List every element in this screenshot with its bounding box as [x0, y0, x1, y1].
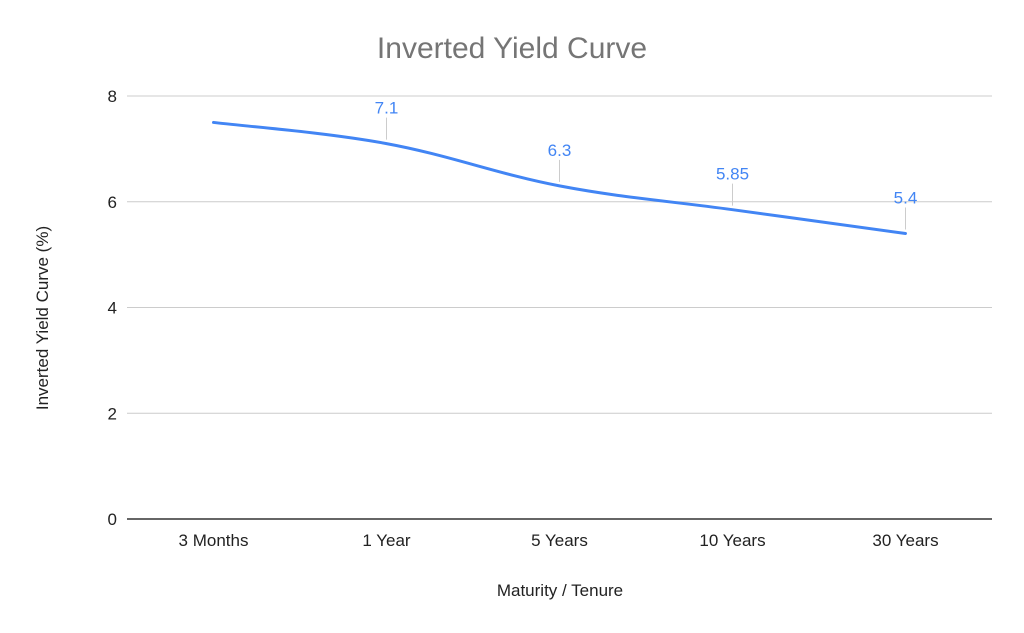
x-tick-label: 3 Months: [179, 531, 249, 550]
x-tick-label: 10 Years: [699, 531, 765, 550]
x-tick-label: 30 Years: [872, 531, 938, 550]
x-tick-label: 5 Years: [531, 531, 588, 550]
series-layer: [212, 120, 907, 235]
data-label: 5.85: [716, 165, 749, 184]
y-axis-ticks: 0 2 4 6 8: [108, 87, 117, 529]
y-tick-label: 8: [108, 87, 117, 106]
y-tick-label: 4: [108, 299, 117, 318]
chart-title: Inverted Yield Curve: [377, 32, 647, 65]
x-axis-ticks: 3 Months 1 Year 5 Years 10 Years 30 Years: [179, 531, 939, 550]
gridlines: [127, 95, 992, 414]
data-labels: 7.1 6.3 5.85 5.4: [375, 99, 918, 230]
data-label: 6.3: [548, 141, 572, 160]
data-label: 5.4: [894, 188, 918, 207]
x-axis-label: Maturity / Tenure: [497, 581, 623, 600]
y-tick-label: 0: [108, 510, 117, 529]
data-label: 7.1: [375, 99, 399, 118]
y-tick-label: 6: [108, 193, 117, 212]
y-axis-label: Inverted Yield Curve (%): [33, 226, 52, 410]
x-tick-label: 1 Year: [362, 531, 411, 550]
y-tick-label: 2: [108, 404, 117, 423]
